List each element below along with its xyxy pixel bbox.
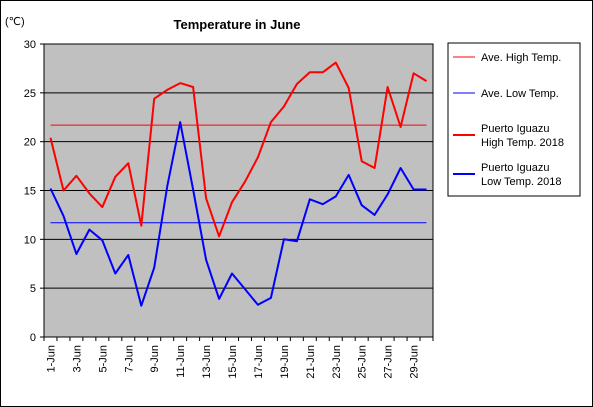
legend-box bbox=[447, 42, 581, 197]
x-tick-label: 5-Jun bbox=[97, 345, 109, 373]
x-tick-label: 21-Jun bbox=[305, 345, 317, 379]
x-tick-label: 29-Jun bbox=[409, 345, 421, 379]
x-tick-label: 19-Jun bbox=[279, 345, 291, 379]
y-tick-label: 30 bbox=[24, 39, 36, 51]
x-tick-label: 15-Jun bbox=[227, 345, 239, 379]
series-line-3 bbox=[49, 121, 427, 307]
x-tick-label: 1-Jun bbox=[45, 345, 57, 373]
legend-label: High Temp. 2018 bbox=[481, 137, 564, 149]
legend-label: Ave. High Temp. bbox=[481, 52, 561, 64]
x-tick-label: 9-Jun bbox=[149, 345, 161, 373]
legend-label: Puerto Iguazu bbox=[481, 162, 550, 174]
y-tick-label: 0 bbox=[30, 332, 36, 344]
x-tick-label: 17-Jun bbox=[253, 345, 265, 379]
x-tick-label: 13-Jun bbox=[201, 345, 213, 379]
x-tick-label: 23-Jun bbox=[331, 345, 343, 379]
legend-label: Ave. Low Temp. bbox=[481, 88, 559, 100]
y-tick-label: 15 bbox=[24, 186, 36, 198]
x-tick-label: 25-Jun bbox=[357, 345, 369, 379]
series-line-2 bbox=[49, 61, 428, 238]
x-tick-label: 3-Jun bbox=[71, 345, 83, 373]
legend-label: Puerto Iguazu bbox=[481, 123, 550, 135]
legend: Ave. High Temp. Ave. Low Temp. Puerto Igua… bbox=[453, 52, 564, 188]
chart-title: Temperature in June bbox=[174, 17, 301, 32]
legend-label: Low Temp. 2018 bbox=[481, 176, 562, 188]
series-lines bbox=[49, 61, 428, 307]
x-tick-label: 27-Jun bbox=[383, 345, 395, 379]
y-axis-ticks: 0 5 10 15 20 25 30 bbox=[24, 39, 44, 344]
y-tick-label: 10 bbox=[24, 234, 36, 246]
x-axis-ticks: 1-Jun 3-Jun 5-Jun 7-Jun 9-Jun 11-Jun 13-Jun 15-… bbox=[43, 337, 434, 379]
y-tick-label: 25 bbox=[24, 88, 36, 100]
y-tick-label: 5 bbox=[30, 283, 36, 295]
x-tick-label: 7-Jun bbox=[123, 345, 135, 373]
unit-label: (℃) bbox=[5, 16, 25, 28]
x-tick-label: 11-Jun bbox=[175, 345, 187, 378]
y-tick-label: 20 bbox=[24, 137, 36, 149]
